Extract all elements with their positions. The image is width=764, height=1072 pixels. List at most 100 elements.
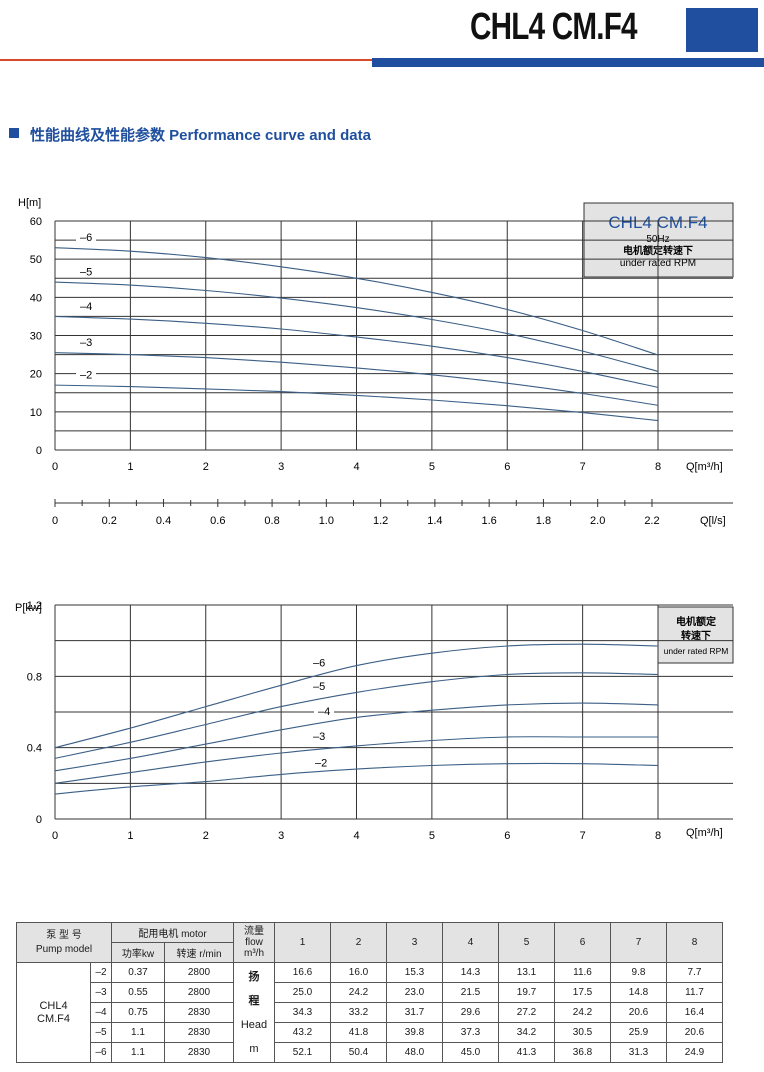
power-cell: 1.1 (111, 1022, 165, 1043)
stage-cell: –4 (90, 1002, 112, 1023)
th-flow-cn: 流量 (244, 926, 264, 937)
table-row: –3 0.55 2800 25.0 24.2 23.0 21.5 19.7 17.5 14.8 11… (17, 982, 723, 1003)
head-series-label: –5 (80, 266, 92, 278)
th-power: 功率kw (111, 942, 165, 963)
table-row: CHL4 CM.F4 –2 0.37 2800 扬程 Head m 16.6 16.0 15.3 1… (16, 962, 723, 1063)
head-value-cell: 25.0 (274, 982, 331, 1003)
power-box-en: under rated RPM (664, 646, 729, 656)
power-series-label: –3 (313, 731, 325, 743)
head-value-cell: 14.8 (610, 982, 667, 1003)
head-value-cell: 37.3 (442, 1022, 499, 1043)
power-x-tick-label: 3 (278, 830, 284, 842)
speed-cell: 2830 (164, 1002, 234, 1023)
head-value-cell: 7.7 (666, 962, 723, 983)
head-x-tick-label: 1 (127, 461, 133, 473)
head-value-cell: 50.4 (330, 1042, 387, 1063)
th-flow-8: 8 (666, 922, 723, 963)
speed-cell: 2830 (164, 1022, 234, 1043)
head-secondary-axis-title: Q[l/s] (700, 515, 726, 527)
head-value-cell: 39.8 (386, 1022, 443, 1043)
head-series-label: –2 (80, 369, 92, 381)
power-y-tick-label: 0.4 (27, 743, 42, 755)
power-series-label-bg (309, 657, 329, 669)
head-value-cell: 41.8 (330, 1022, 387, 1043)
power-y-axis-title: P[kw] (15, 602, 42, 614)
power-x-axis-title: Q[m³/h] (686, 827, 723, 839)
head-value-cell: 45.0 (442, 1042, 499, 1063)
head-label-part: 程 (248, 994, 260, 1007)
section-bullet-icon (9, 128, 19, 138)
head-value-cell: 13.1 (498, 962, 555, 983)
th-flow-en: flow (245, 937, 263, 948)
head-x-tick-label: 5 (429, 461, 435, 473)
head-y-tick-label: 0 (36, 445, 42, 457)
power-series-label-bg (309, 730, 329, 742)
head-secondary-tick-label: 0.2 (102, 515, 117, 527)
head-value-cell: 25.9 (610, 1022, 667, 1043)
head-secondary-tick-label: 1.6 (482, 515, 497, 527)
head-secondary-tick-label: 0.8 (264, 515, 279, 527)
power-x-tick-label: 4 (353, 830, 359, 842)
power-series-label: –4 (318, 706, 330, 718)
th-flow-4: 4 (442, 922, 499, 963)
head-value-cell: 24.2 (330, 982, 387, 1003)
head-label-cell: 扬程 Head m (233, 962, 275, 1063)
th-speed: 转速 r/min (164, 942, 234, 963)
head-value-cell: 23.0 (386, 982, 443, 1003)
power-box-cn2: 转速下 (681, 629, 711, 642)
head-secondary-tick-label: 0 (52, 515, 58, 527)
head-value-cell: 21.5 (442, 982, 499, 1003)
stage-cell: –5 (90, 1022, 112, 1043)
power-box-cn1: 电机额定 (676, 615, 716, 628)
head-x-tick-label: 8 (655, 461, 661, 473)
head-value-cell: 27.2 (498, 1002, 555, 1023)
head-x-tick-label: 0 (52, 461, 58, 473)
head-value-cell: 31.3 (610, 1042, 667, 1063)
power-series-label: –2 (315, 758, 327, 770)
model-cell: CHL4 CM.F4 (16, 962, 91, 1063)
power-series-label: –6 (313, 658, 325, 670)
head-series-line (54, 247, 659, 356)
power-cell: 0.75 (111, 1002, 165, 1023)
th-pump-en: Pump model (35, 943, 93, 955)
head-series-label-bg (76, 337, 96, 349)
th-flow-6: 6 (554, 922, 611, 963)
head-value-cell: 19.7 (498, 982, 555, 1003)
head-secondary-tick-label: 1.8 (536, 515, 551, 527)
head-x-tick-label: 2 (203, 461, 209, 473)
head-value-cell: 14.3 (442, 962, 499, 983)
power-series-line (54, 702, 659, 772)
power-y-tick-label: 0 (36, 814, 42, 826)
speed-cell: 2830 (164, 1042, 234, 1063)
speed-cell: 2800 (164, 982, 234, 1003)
head-series-label: –3 (80, 337, 92, 349)
head-series-line (54, 281, 659, 372)
th-pump-cn: 泵 型 号 (46, 929, 82, 941)
table-row: –4 0.75 2830 34.3 33.2 31.7 29.6 27.2 24.2 20.6 16… (17, 1002, 723, 1023)
head-value-cell: 24.9 (666, 1042, 723, 1063)
th-flow-5: 5 (498, 922, 555, 963)
head-series-line (54, 315, 659, 388)
head-secondary-tick-label: 0.4 (156, 515, 171, 527)
head-secondary-tick-label: 1.4 (427, 515, 442, 527)
head-value-cell: 29.6 (442, 1002, 499, 1023)
head-series-label-bg (76, 369, 96, 381)
power-series-label-bg (311, 757, 331, 769)
power-x-tick-label: 1 (127, 830, 133, 842)
head-value-cell: 33.2 (330, 1002, 387, 1023)
head-secondary-tick-label: 1.2 (373, 515, 388, 527)
title-accent-block (686, 8, 758, 52)
head-y-tick-label: 40 (30, 292, 42, 304)
performance-table: 泵 型 号 Pump model 配用电机 motor 流量 flow m³/h… (16, 922, 723, 1063)
head-y-tick-label: 20 (30, 369, 42, 381)
head-label-part: m (249, 1042, 259, 1055)
power-y-tick-label: 1.2 (27, 600, 42, 612)
head-series-label: –6 (80, 232, 92, 244)
head-value-cell: 11.7 (666, 982, 723, 1003)
page-title: CHL4 CM.F4 (470, 6, 638, 48)
head-secondary-tick-label: 2.2 (644, 515, 659, 527)
power-chart-info-box (657, 606, 734, 664)
power-cell: 0.37 (111, 962, 165, 983)
stage-cell: –3 (90, 982, 112, 1003)
head-value-cell: 16.0 (330, 962, 387, 983)
